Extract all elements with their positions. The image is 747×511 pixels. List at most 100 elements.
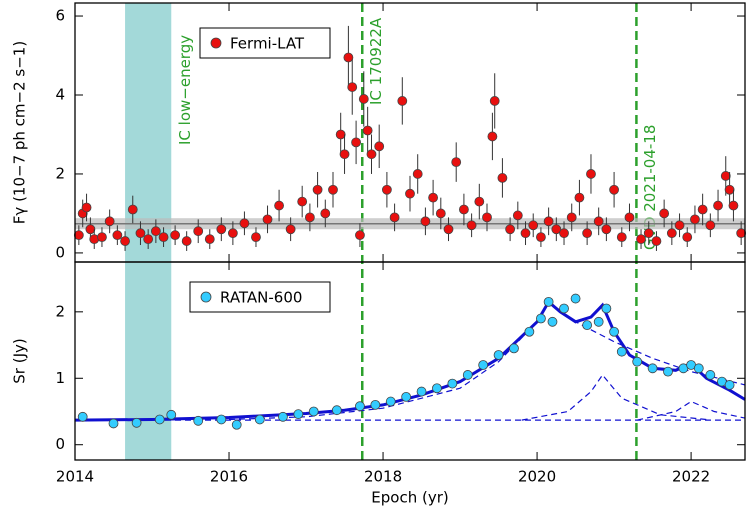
data-point xyxy=(331,405,342,416)
data-point xyxy=(724,184,735,195)
data-point xyxy=(559,303,569,314)
data-point xyxy=(381,184,392,195)
y-tick-label: 2 xyxy=(55,302,65,320)
data-point xyxy=(451,157,462,168)
y-tick-label: 4 xyxy=(55,85,65,103)
data-point xyxy=(609,326,619,337)
data-point xyxy=(143,234,154,245)
data-point xyxy=(293,409,304,420)
y-tick-label: 6 xyxy=(55,7,65,25)
data-point xyxy=(570,293,581,304)
data-point xyxy=(181,236,192,246)
legend-box xyxy=(189,281,331,313)
x-tick-label: 2020 xyxy=(518,468,556,486)
data-point xyxy=(582,228,593,239)
data-point xyxy=(632,356,643,367)
data-point xyxy=(285,224,296,235)
data-point xyxy=(536,313,546,324)
data-point xyxy=(435,208,446,219)
data-point xyxy=(343,52,354,63)
data-point xyxy=(543,216,554,227)
data-point xyxy=(312,184,323,195)
data-point xyxy=(81,202,92,213)
data-point xyxy=(616,346,627,357)
data-point xyxy=(478,360,489,370)
data-point xyxy=(77,411,88,422)
data-point xyxy=(682,232,693,243)
data-point xyxy=(416,386,427,397)
data-point xyxy=(278,411,288,422)
band-label: IC low−energy xyxy=(176,35,194,145)
data-point xyxy=(728,200,739,211)
y-tick-label: 2 xyxy=(55,164,65,182)
data-point xyxy=(616,232,627,243)
data-point xyxy=(320,208,331,219)
data-point xyxy=(193,415,204,426)
data-point xyxy=(193,226,204,237)
data-point xyxy=(170,230,181,241)
data-point xyxy=(551,224,562,235)
data-point xyxy=(112,230,123,241)
data-point xyxy=(512,210,523,221)
data-point xyxy=(351,137,361,148)
legend-marker xyxy=(210,37,222,49)
data-point xyxy=(405,188,415,199)
data-point xyxy=(120,236,130,246)
data-point xyxy=(663,366,673,377)
data-point xyxy=(397,96,408,106)
data-point xyxy=(593,316,604,327)
data-point xyxy=(401,391,412,402)
data-point xyxy=(509,343,519,354)
y-axis-label: Sr (Jy) xyxy=(11,338,29,383)
data-point xyxy=(370,399,381,410)
data-point xyxy=(505,224,516,235)
x-axis-label: Epoch (yr) xyxy=(371,489,448,507)
data-point xyxy=(566,212,577,223)
data-point xyxy=(466,220,477,231)
data-point xyxy=(150,226,161,237)
model-total xyxy=(74,299,746,422)
x-tick-label: 2016 xyxy=(210,468,248,486)
data-point xyxy=(674,220,685,231)
data-point xyxy=(262,214,273,225)
legend-box xyxy=(199,27,331,59)
data-point xyxy=(204,234,215,245)
data-point xyxy=(574,192,585,203)
data-point xyxy=(227,228,238,239)
data-point xyxy=(447,378,458,389)
data-point xyxy=(443,224,454,235)
data-point xyxy=(586,169,596,179)
model-component xyxy=(521,374,707,421)
data-point xyxy=(420,216,431,227)
data-point xyxy=(428,192,439,203)
data-point xyxy=(231,419,242,430)
data-point xyxy=(385,396,396,407)
data-point xyxy=(274,200,284,211)
data-point xyxy=(609,184,619,195)
data-point xyxy=(528,220,539,231)
data-point xyxy=(412,169,423,179)
data-point xyxy=(690,214,700,225)
data-point xyxy=(166,409,177,420)
data-point xyxy=(374,141,385,152)
data-point xyxy=(659,208,670,219)
legend-label: Fermi-LAT xyxy=(230,35,305,53)
data-point xyxy=(297,196,308,207)
data-point xyxy=(97,232,107,243)
data-point xyxy=(432,383,442,394)
data-point xyxy=(85,224,96,235)
data-point xyxy=(474,196,485,207)
panel-frame xyxy=(74,261,746,461)
model-component xyxy=(228,301,746,421)
data-point xyxy=(651,236,662,246)
legend-label: RATAN-600 xyxy=(220,289,302,307)
data-point xyxy=(239,218,250,229)
data-point xyxy=(482,212,492,223)
data-point xyxy=(647,363,658,374)
data-point xyxy=(347,82,358,92)
data-point xyxy=(355,401,365,412)
data-point xyxy=(536,232,546,243)
x-tick-label: 2022 xyxy=(672,468,710,486)
